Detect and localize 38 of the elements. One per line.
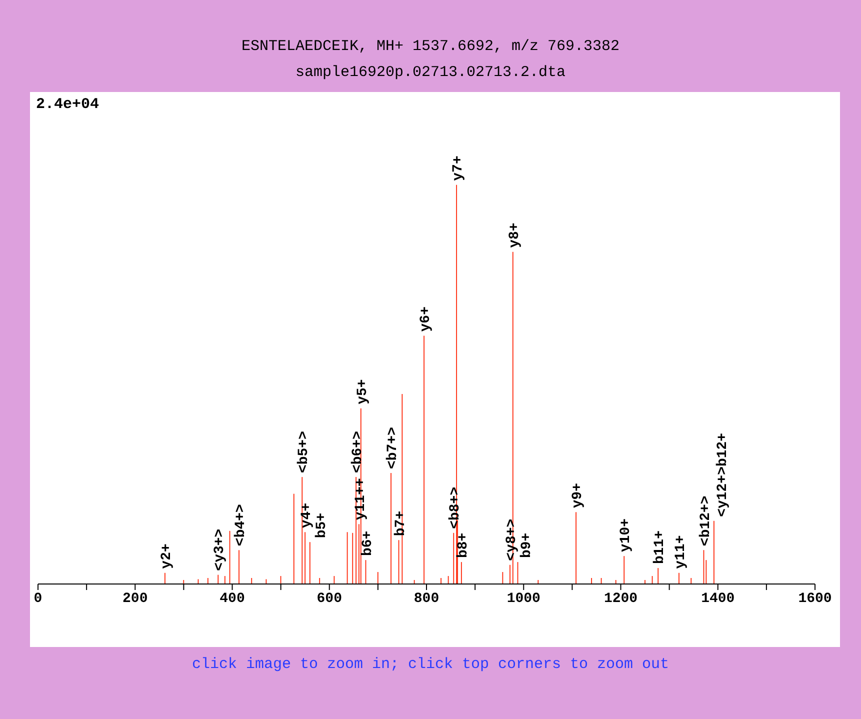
x-tick-label: 1000 [506,590,540,607]
annotation: <b5+> [296,431,312,474]
x-tick-label: 0 [34,590,42,607]
annotation: b8+ [455,532,472,558]
annotation: y9+ [570,482,586,508]
annotation: <y8+> [504,518,520,561]
x-tick-label: 1200 [604,590,638,607]
annotation: y10+ [618,518,634,552]
annotation: y8+ [506,222,523,248]
annotation: b11+ [652,530,668,564]
annotation: y4+ [299,502,316,528]
annotation: b9+ [518,532,535,558]
chart-title: ESNTELAEDCEIK, MH+ 1537.6692, m/z 769.3382 [240,38,621,55]
annotation: <b8+> [448,486,464,529]
x-tick-label: 200 [122,590,148,607]
annotation: b5+ [314,512,330,538]
annotation: <y3+> [212,528,228,571]
text: 2.4e+04 [36,96,100,113]
annotation: y2+ [158,544,175,569]
annotation: b6+ [360,530,376,556]
x-tick-label: 1600 [798,590,832,607]
x-tick-label: 400 [220,590,245,607]
annotation: y6+ [418,306,434,332]
annotation: <b6+> [350,431,366,474]
x-tick-label: 800 [414,590,440,607]
chart-subtitle: sample16920p.02713.02713.2.dta [294,64,567,81]
x-tick-label: 600 [316,590,342,607]
annotation: <y12+>b12+ [714,432,731,517]
annotation: y11+ [673,535,690,569]
annotation: y5+ [354,379,371,404]
annotation: b7+ [392,510,409,536]
annotation: y7+ [450,156,467,181]
annotation: <b4+> [233,504,250,546]
annotation: <b7+> [385,427,402,470]
annotation: y11++ [353,478,369,520]
annotation: <b12+> [698,496,714,546]
x-tick-label: 1400 [701,590,735,607]
text: click image to zoom in; click top corners to zoom out [190,656,670,673]
